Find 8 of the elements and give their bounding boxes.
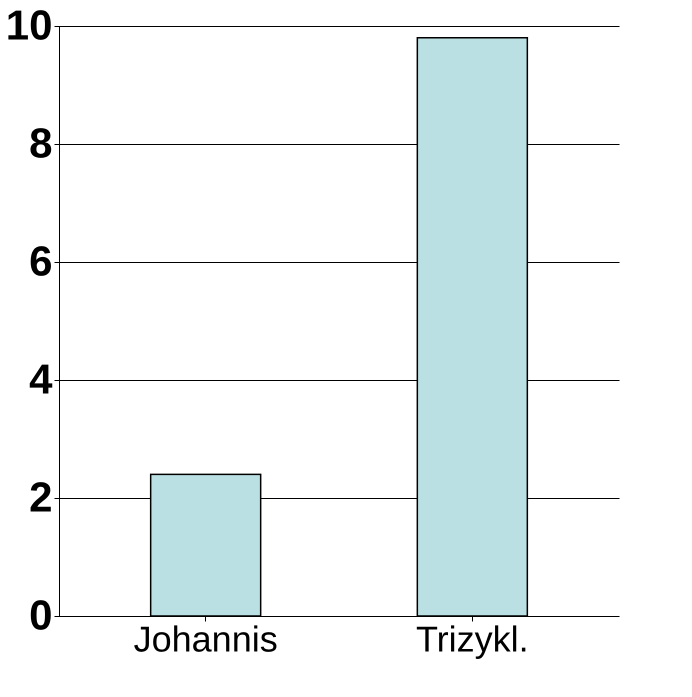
y-tick-label: 6 xyxy=(29,238,52,284)
x-tick-label: Johannis xyxy=(134,618,278,660)
y-tick-label: 2 xyxy=(29,474,52,520)
x-tick-label: Trizykl. xyxy=(416,618,529,660)
y-tick-label: 10 xyxy=(6,2,52,48)
y-tick-label: 8 xyxy=(29,120,52,166)
y-tick-label: 4 xyxy=(29,356,54,402)
y-tick-label: 0 xyxy=(29,592,52,638)
